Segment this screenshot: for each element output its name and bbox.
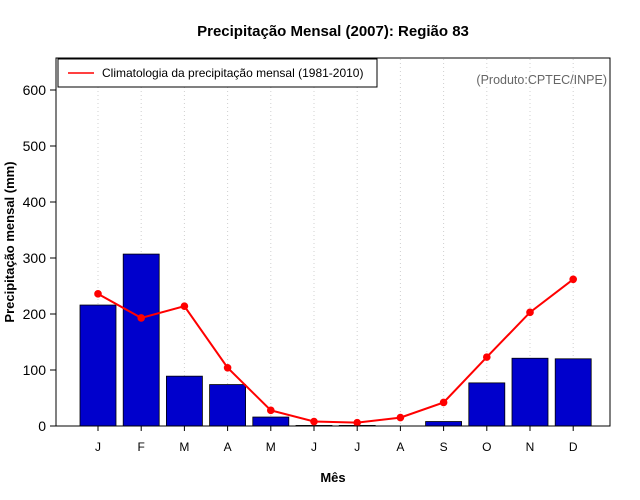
climatology-point-1 [94,290,102,298]
bar-4 [209,384,247,427]
grid-lines [97,59,574,425]
climatology-point-9 [439,398,448,407]
y-tick-label: 0 [38,418,46,434]
x-tick-label: O [482,440,491,454]
credit-text: (Produto:CPTEC/INPE) [476,73,607,87]
bar-series [79,253,592,427]
y-tick-label: 200 [23,306,47,322]
climatology-point-11 [526,308,534,317]
climatology-point-3 [180,302,189,310]
climatology-line [97,278,574,424]
climatology-point-2 [137,314,145,322]
y-axis-title: Precipitação mensal (mm) [2,161,17,322]
x-tick-label: D [569,440,578,454]
bar-1 [79,304,117,427]
x-tick-label: S [440,440,448,454]
bar-12 [554,358,592,427]
legend: Climatologia da precipitação mensal (198… [57,58,378,88]
bar-9 [425,421,463,427]
y-tick-label: 400 [23,194,47,210]
x-tick-label: F [138,440,145,454]
y-tick-label: 600 [23,82,47,98]
climatology-point-4 [223,363,232,372]
bar-11 [511,357,549,427]
x-tick-label: J [354,440,360,454]
climatology-point-6 [310,417,318,426]
climatology-point-12 [569,275,577,284]
bar-3 [165,375,203,427]
climatology-series [94,275,577,427]
x-tick-label: N [526,440,535,454]
plot-frame [55,57,611,427]
x-axis-title: Mês [320,470,345,485]
x-tick-label: M [179,440,189,454]
y-tick-label: 500 [23,138,47,154]
legend-label: Climatologia da precipitação mensal (198… [102,66,363,80]
bar-2 [122,253,160,427]
chart-title: Precipitação Mensal (2007): Região 83 [197,23,469,40]
x-tick-label: A [396,440,404,454]
legend-box [57,58,378,88]
climatology-point-7 [353,418,362,427]
x-tick-label: A [224,440,232,454]
x-tick-label: M [266,440,276,454]
climatology-point-5 [267,406,275,415]
climatology-point-10 [483,353,491,361]
bar-10 [468,382,506,427]
x-tick-label: J [95,440,101,454]
y-tick-label: 300 [23,250,47,266]
bar-5 [252,416,290,427]
y-axis: 0 100 200 300 400 500 600 [23,82,56,434]
y-tick-label: 100 [23,362,47,378]
x-tick-label: J [311,440,317,454]
climatology-point-8 [396,413,405,422]
